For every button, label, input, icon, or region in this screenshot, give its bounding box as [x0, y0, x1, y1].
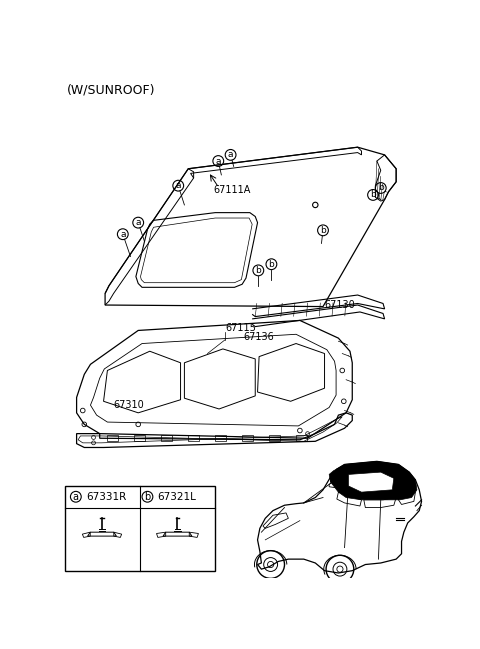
Text: 67136: 67136: [244, 332, 275, 343]
Text: b: b: [320, 226, 326, 235]
Text: b: b: [144, 492, 151, 502]
Text: b: b: [255, 266, 261, 275]
Bar: [188, 435, 199, 441]
Text: (W/SUNROOF): (W/SUNROOF): [67, 84, 156, 97]
Bar: [108, 435, 118, 441]
Text: 67130: 67130: [324, 300, 355, 310]
Text: 67331R: 67331R: [86, 492, 126, 502]
Text: b: b: [370, 190, 376, 199]
Bar: [296, 435, 307, 441]
Bar: [215, 435, 226, 441]
Bar: [242, 435, 253, 441]
Text: b: b: [268, 260, 274, 269]
Bar: [134, 435, 145, 441]
Bar: [161, 435, 172, 441]
Text: b: b: [378, 184, 384, 193]
Bar: [269, 435, 280, 441]
Text: a: a: [228, 151, 233, 160]
Polygon shape: [329, 461, 417, 500]
Text: a: a: [73, 492, 79, 502]
Text: 67321L: 67321L: [157, 492, 196, 502]
Text: a: a: [176, 181, 181, 190]
Bar: [65, 486, 215, 570]
Polygon shape: [348, 472, 394, 492]
Text: a: a: [216, 156, 221, 165]
Text: 67310: 67310: [114, 400, 144, 410]
Text: 67115: 67115: [225, 323, 256, 333]
Text: a: a: [135, 218, 141, 227]
Text: a: a: [120, 230, 126, 239]
Text: 67111A: 67111A: [214, 184, 251, 195]
